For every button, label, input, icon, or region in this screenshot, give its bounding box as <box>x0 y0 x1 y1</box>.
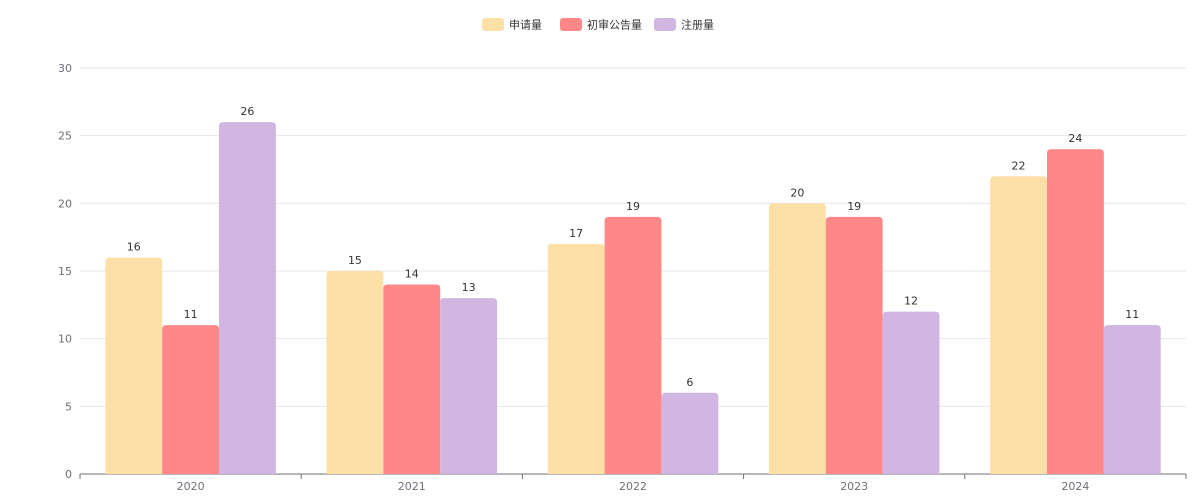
data-labels: 16 15 17 20 22 11 14 19 19 24 26 13 6 12 11 <box>127 105 1139 389</box>
legend: 申请量 初审公告量 注册量 <box>482 18 714 32</box>
y-tick-label: 15 <box>58 265 72 278</box>
x-tick-label: 2023 <box>840 480 868 493</box>
x-axis: 2020 2021 2022 2023 2024 <box>79 473 1187 493</box>
bars <box>105 122 1161 475</box>
data-label: 24 <box>1068 132 1082 145</box>
legend-swatch <box>482 18 504 31</box>
data-label: 19 <box>626 200 640 213</box>
y-tick-label: 0 <box>65 468 72 481</box>
y-tick-label: 5 <box>65 400 72 413</box>
bar[interactable] <box>326 271 384 474</box>
y-tick-label: 25 <box>58 130 72 143</box>
data-label: 26 <box>240 105 254 118</box>
data-label: 11 <box>184 308 198 321</box>
bar[interactable] <box>768 203 826 475</box>
legend-item[interactable]: 初审公告量 <box>560 18 642 32</box>
y-tick-label: 10 <box>58 333 72 346</box>
data-label: 11 <box>1125 308 1139 321</box>
bar[interactable] <box>1046 149 1104 474</box>
data-label: 19 <box>847 200 861 213</box>
legend-item[interactable]: 申请量 <box>482 18 542 32</box>
bar[interactable] <box>604 216 662 474</box>
x-tick-label: 2021 <box>398 480 426 493</box>
bar[interactable] <box>219 122 276 474</box>
y-tick-label: 30 <box>58 62 72 75</box>
y-axis: 0 5 10 15 20 25 30 <box>58 62 72 481</box>
legend-swatch <box>560 18 582 31</box>
bar[interactable] <box>990 176 1047 474</box>
x-tick-label: 2020 <box>177 480 205 493</box>
y-tick-label: 20 <box>58 197 72 210</box>
bar[interactable] <box>661 392 719 474</box>
legend-swatch <box>654 18 676 31</box>
bar[interactable] <box>383 284 441 474</box>
data-label: 22 <box>1012 159 1026 172</box>
data-label: 17 <box>569 227 583 240</box>
bar[interactable] <box>105 257 163 474</box>
x-tick-label: 2024 <box>1061 480 1089 493</box>
legend-label: 申请量 <box>509 19 542 32</box>
bar[interactable] <box>547 243 605 474</box>
legend-label: 注册量 <box>681 18 714 32</box>
data-label: 13 <box>462 281 476 294</box>
data-label: 12 <box>904 295 918 308</box>
bar[interactable] <box>1103 325 1161 474</box>
legend-label: 初审公告量 <box>587 18 642 32</box>
bar[interactable] <box>882 311 940 474</box>
data-label: 6 <box>686 376 693 389</box>
data-label: 15 <box>348 254 362 267</box>
x-tick-label: 2022 <box>619 480 647 493</box>
data-label: 16 <box>127 240 141 253</box>
bar[interactable] <box>162 325 220 474</box>
data-label: 14 <box>405 268 419 281</box>
data-label: 20 <box>790 186 804 199</box>
bar[interactable] <box>440 298 498 474</box>
legend-item[interactable]: 注册量 <box>654 18 714 32</box>
bar[interactable] <box>825 216 883 474</box>
